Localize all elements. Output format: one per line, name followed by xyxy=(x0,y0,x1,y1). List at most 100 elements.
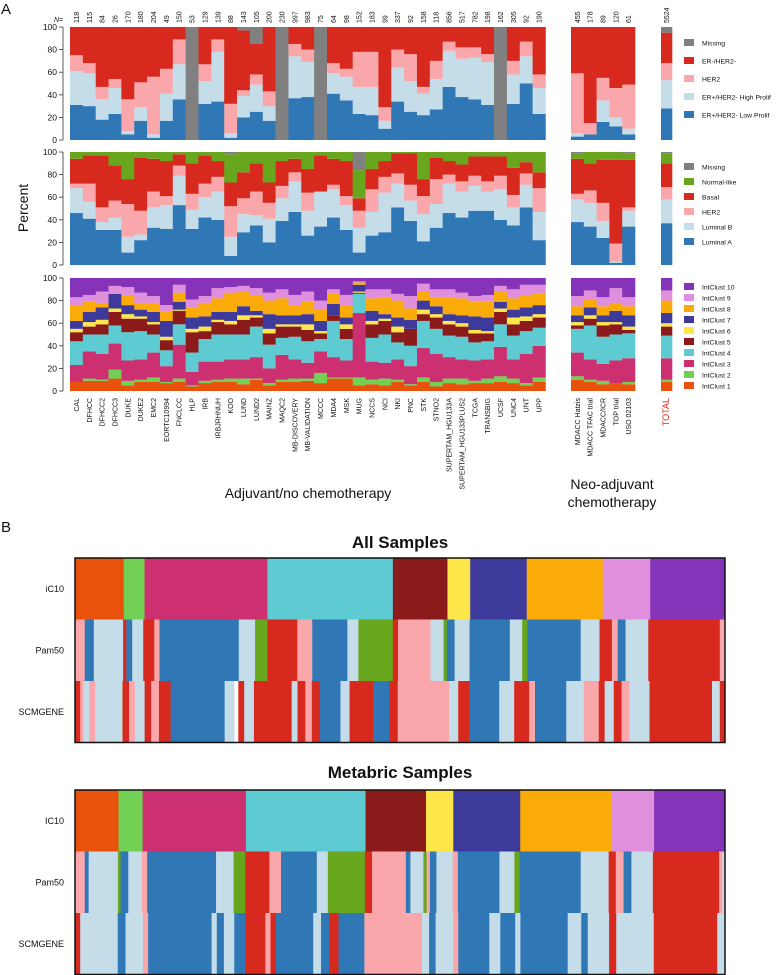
bar-segment-intclust-5 xyxy=(249,317,264,327)
bar-segment-intclust-8 xyxy=(468,301,482,317)
bar-segment-intclust-6 xyxy=(622,326,636,330)
bar-segment-her2 xyxy=(121,99,135,131)
bar-segment-er-her2-high-prolif xyxy=(288,56,302,99)
heatmap-cell-high xyxy=(587,913,610,975)
bar-segment-intclust-9 xyxy=(301,291,315,302)
heatmap-cell-erneg xyxy=(613,681,622,743)
heatmap-cell-high xyxy=(604,681,615,743)
bar-segment-er-her2- xyxy=(622,27,636,85)
bar-segment-intclust-6 xyxy=(301,324,315,330)
dataset-label: MDACC/ICR xyxy=(601,398,608,438)
bar-segment-intclust-3 xyxy=(121,360,135,381)
bar-segment-her2 xyxy=(198,64,212,82)
sample-size-label: 158 xyxy=(421,11,428,23)
bar-segment-intclust-5 xyxy=(95,324,109,335)
bar-segment-intclust-9 xyxy=(391,293,405,301)
legend-label: IntClust 4 xyxy=(702,351,731,358)
legend-label: ER+/HER2- High Prolif xyxy=(702,95,771,102)
bar-segment-intclust-8 xyxy=(661,300,673,314)
heatmap-cell-lumb xyxy=(631,851,654,913)
y-tick-label: 20 xyxy=(48,363,58,373)
bar-segment-intclust-3 xyxy=(288,359,302,379)
bar-segment-er-her2-low-prolif xyxy=(416,115,431,140)
bar-segment-basal xyxy=(70,158,84,184)
bar-segment-intclust-6 xyxy=(134,316,148,319)
bar-segment-intclust-3 xyxy=(609,360,623,384)
bar-segment-luminal-b xyxy=(172,175,186,206)
bar-segment-intclust-4 xyxy=(481,341,495,360)
bar-segment-intclust-9 xyxy=(583,290,597,300)
bar-segment-intclust-6 xyxy=(571,322,585,326)
bar-segment-intclust-4 xyxy=(211,334,225,362)
bar-segment-intclust-8 xyxy=(609,303,623,311)
bar-segment-luminal-b xyxy=(416,214,431,242)
bar-segment-intclust-8 xyxy=(198,302,212,317)
bar-segment-intclust-4 xyxy=(391,342,405,360)
bar-segment-luminal-b xyxy=(661,199,673,224)
bar-segment-intclust-4 xyxy=(224,334,238,360)
bar-segment-er-her2-high-prolif xyxy=(532,88,546,115)
bar-segment-luminal-b xyxy=(519,184,533,208)
bar-segment-luminal-b xyxy=(288,181,302,212)
bar-segment-her2 xyxy=(596,202,610,221)
bar-segment-her2 xyxy=(224,103,238,134)
bar-segment-intclust-5 xyxy=(134,318,148,332)
sample-size-label: 230 xyxy=(280,11,287,23)
bar-segment-er-her2-high-prolif xyxy=(442,50,456,87)
y-axis-label: Percent xyxy=(15,184,31,232)
bar-segment-intclust-10 xyxy=(327,278,341,290)
bar-segment-luminal-a xyxy=(583,226,597,265)
heatmap-cell-basal xyxy=(599,619,613,681)
bar-segment-intclust-5 xyxy=(494,311,508,325)
bar-segment-intclust-7 xyxy=(609,310,623,323)
bar-segment-luminal-a xyxy=(352,252,366,265)
heatmap-cell-high xyxy=(134,681,146,743)
bar-segment-intclust-5 xyxy=(532,317,546,328)
legend-swatch xyxy=(684,283,694,290)
heatmap-cell-her2 xyxy=(583,681,600,743)
bar-segment-er-her2- xyxy=(416,27,431,87)
bar-segment-normal-like xyxy=(391,152,405,154)
bar-segment-intclust-7 xyxy=(571,315,585,323)
legend-swatch xyxy=(684,371,694,378)
heatmap-all-samples: All Samples iC10 Pam50 SCMGENE xyxy=(18,533,726,744)
bar-segment-intclust-6 xyxy=(378,318,392,321)
dataset-label: NCI xyxy=(382,398,389,410)
bar-segment-er-her2-high-prolif xyxy=(416,93,431,116)
bar-segment-normal-like xyxy=(95,152,109,156)
heatmap-cell-low xyxy=(500,913,516,975)
bar-segment-intclust-2 xyxy=(481,378,495,384)
bar-segment-basal xyxy=(327,158,341,185)
bar-segment-basal xyxy=(494,156,508,176)
sample-size-label: 190 xyxy=(537,11,544,23)
bar-segment-luminal-a xyxy=(429,227,443,265)
heatmap-cell-luma xyxy=(457,851,500,913)
bar-segment-intclust-10 xyxy=(404,278,418,297)
bar-segment-intclust-8 xyxy=(352,282,366,285)
bar-segment-intclust-3 xyxy=(596,363,610,381)
heatmap-cell-high xyxy=(422,913,430,975)
bar-segment-her2 xyxy=(352,51,366,87)
bar-segment-er-her2- xyxy=(365,27,379,52)
bar-segment-intclust-10 xyxy=(622,278,636,298)
bar-segment-intclust-8 xyxy=(494,291,508,302)
sample-size-label: 26 xyxy=(112,15,119,23)
bar-segment-luminal-a xyxy=(211,219,225,265)
heatmap-cell-luma xyxy=(159,619,240,681)
legend-label: Luminal B xyxy=(702,225,733,232)
bar-segment-normal-like xyxy=(622,153,636,160)
bar-segment-er-her2- xyxy=(468,27,482,48)
bar-segment-intclust-5 xyxy=(571,325,585,329)
bar-segment-her2 xyxy=(365,189,379,212)
bar-segment-intclust-3 xyxy=(159,366,174,382)
bar-segment-her2 xyxy=(352,210,366,228)
bar-segment-intclust-9 xyxy=(327,289,341,294)
bar-segment-intclust-6 xyxy=(185,328,199,333)
heatmap-cell-high xyxy=(449,681,459,743)
heatmap-cell-high xyxy=(499,681,515,743)
sample-size-label: 143 xyxy=(241,11,248,23)
heatmap-title: All Samples xyxy=(352,533,448,552)
heatmap-cell-lumb xyxy=(436,851,454,913)
bar-segment-her2 xyxy=(455,47,469,59)
dataset-label: UCSF xyxy=(498,398,505,417)
